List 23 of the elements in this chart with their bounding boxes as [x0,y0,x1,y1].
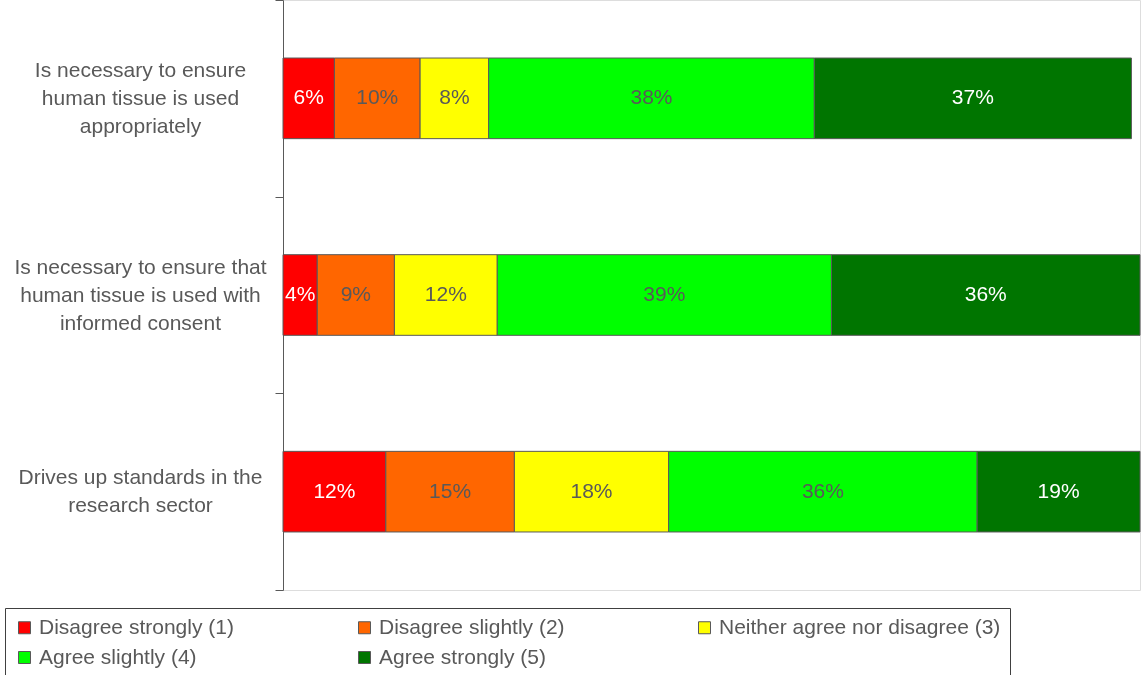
data-label: 38% [630,85,673,109]
y-tick-label: Drives up standards in the research sector [18,465,263,517]
data-label: 19% [1037,478,1080,502]
data-label: 8% [439,85,470,109]
legend-label: Neither agree nor disagree (3) [719,614,1001,638]
y-tick-label: Is necessary to ensure human tissue is used appropriately [34,57,247,137]
legend-label: Disagree slightly (2) [379,614,565,638]
data-label: 10% [356,85,399,109]
data-label: 39% [643,282,686,305]
data-label: 12% [424,282,467,305]
data-label: 15% [429,478,472,502]
y-tick-label: Is necessary to ensure that human tissue is used with informed consent [14,254,267,334]
data-label: 4% [284,282,316,305]
legend-label: Disagree strongly (1) [39,614,234,638]
data-label: 6% [293,85,324,109]
data-label: 36% [801,478,844,502]
data-label: 36% [964,282,1007,305]
legend-label: Agree strongly (5) [379,644,546,668]
data-label: 9% [340,282,372,305]
data-label: 18% [570,478,613,502]
data-label: 12% [313,478,356,502]
legend-label: Agree slightly (4) [39,644,197,668]
data-label: 37% [951,85,994,109]
